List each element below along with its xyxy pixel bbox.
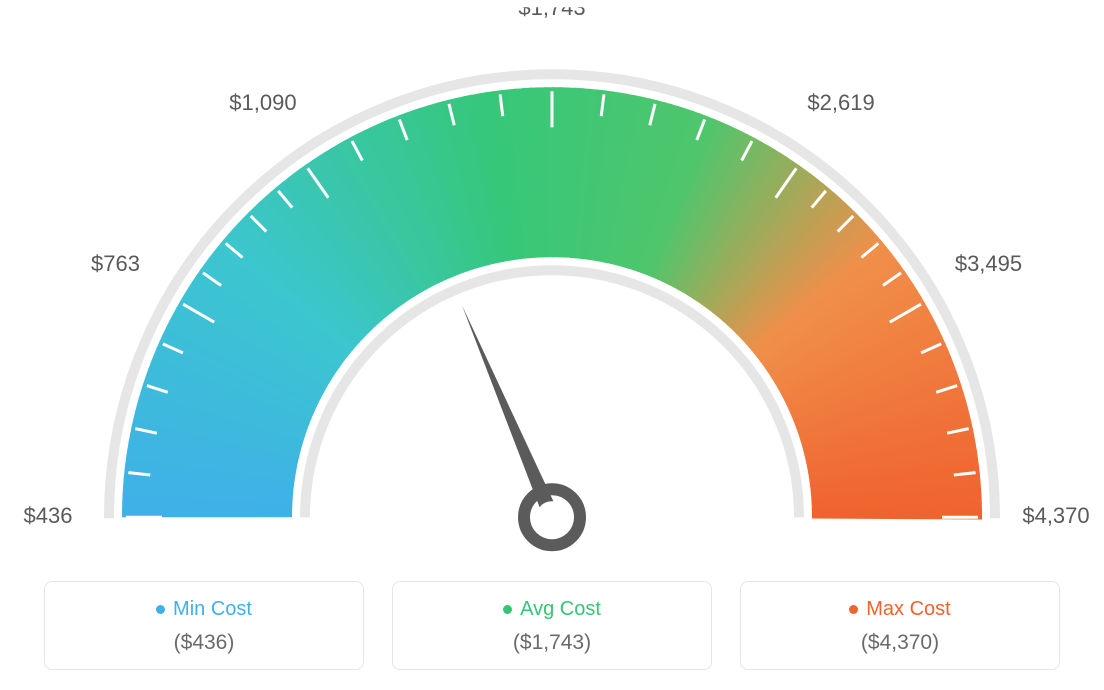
legend-label-text: Avg Cost: [520, 598, 601, 621]
gauge-tick-label: $763: [91, 251, 140, 276]
legend-card-min: Min Cost ($436): [44, 581, 364, 670]
legend-value-max: ($4,370): [751, 631, 1049, 655]
gauge-tick-label: $436: [24, 503, 73, 528]
legend-card-max: Max Cost ($4,370): [740, 581, 1060, 670]
gauge-tick-label: $1,090: [229, 90, 296, 115]
legend-label-max: Max Cost: [849, 598, 950, 621]
gauge-tick-label: $1,743: [518, 7, 585, 20]
dot-icon: [156, 605, 165, 614]
legend-label-text: Min Cost: [173, 598, 252, 621]
legend-label-text: Max Cost: [866, 598, 950, 621]
legend-value-min: ($436): [55, 631, 353, 655]
legend-row: Min Cost ($436) Avg Cost ($1,743) Max Co…: [0, 581, 1104, 670]
gauge-area: $436 $763 $1,090 $1,743 $2,619 $3,495 $4,370: [0, 0, 1104, 560]
gauge-chart: $436 $763 $1,090 $1,743 $2,619 $3,495 $4,370: [0, 7, 1104, 627]
dot-icon: [849, 605, 858, 614]
cost-gauge-container: $436 $763 $1,090 $1,743 $2,619 $3,495 $4,370 M…: [0, 0, 1104, 690]
gauge-tick-label: $2,619: [807, 90, 874, 115]
dot-icon: [503, 605, 512, 614]
legend-label-min: Min Cost: [156, 598, 252, 621]
gauge-tick-label: $3,495: [955, 251, 1022, 276]
legend-card-avg: Avg Cost ($1,743): [392, 581, 712, 670]
legend-value-avg: ($1,743): [403, 631, 701, 655]
legend-label-avg: Avg Cost: [503, 598, 601, 621]
gauge-tick-label: $4,370: [1022, 503, 1089, 528]
